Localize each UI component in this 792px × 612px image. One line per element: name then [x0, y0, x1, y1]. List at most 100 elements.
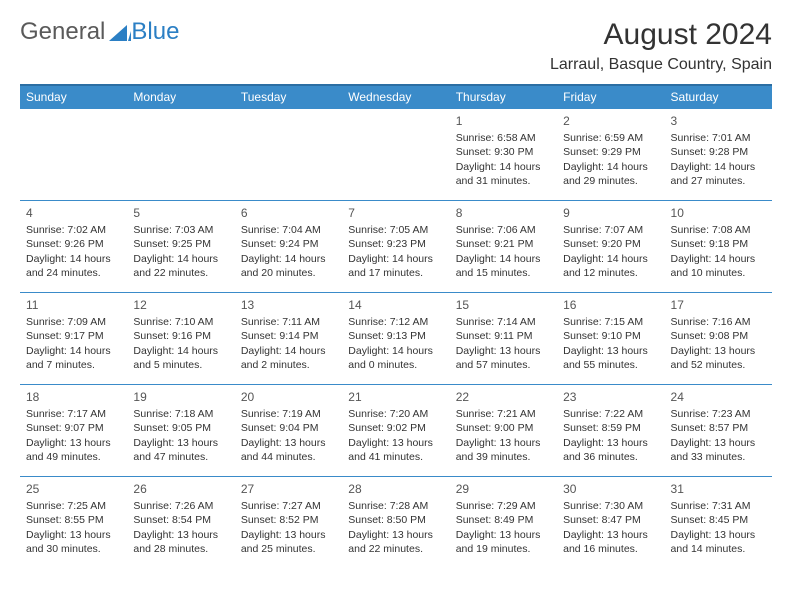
day-number: 29	[456, 481, 551, 497]
sunset-line: Sunset: 9:26 PM	[26, 237, 121, 251]
sunset-line: Sunset: 9:28 PM	[671, 145, 766, 159]
sunset-line: Sunset: 9:25 PM	[133, 237, 228, 251]
daylight-line: Daylight: 13 hours and 57 minutes.	[456, 344, 551, 372]
daylight-line: Daylight: 14 hours and 0 minutes.	[348, 344, 443, 372]
sunset-line: Sunset: 9:29 PM	[563, 145, 658, 159]
calendar-week-row: 4Sunrise: 7:02 AMSunset: 9:26 PMDaylight…	[20, 201, 772, 293]
daylight-line: Daylight: 14 hours and 22 minutes.	[133, 252, 228, 280]
calendar-week-row: 1Sunrise: 6:58 AMSunset: 9:30 PMDaylight…	[20, 109, 772, 201]
sunset-line: Sunset: 9:07 PM	[26, 421, 121, 435]
calendar-cell: 4Sunrise: 7:02 AMSunset: 9:26 PMDaylight…	[20, 201, 127, 293]
day-header: Monday	[127, 85, 234, 109]
day-number: 28	[348, 481, 443, 497]
day-number: 11	[26, 297, 121, 313]
daylight-line: Daylight: 13 hours and 22 minutes.	[348, 528, 443, 556]
sunrise-line: Sunrise: 7:05 AM	[348, 223, 443, 237]
day-header: Tuesday	[235, 85, 342, 109]
sunrise-line: Sunrise: 7:20 AM	[348, 407, 443, 421]
calendar-cell: 27Sunrise: 7:27 AMSunset: 8:52 PMDayligh…	[235, 477, 342, 569]
day-number: 1	[456, 113, 551, 129]
sunset-line: Sunset: 9:08 PM	[671, 329, 766, 343]
logo: General Blue	[20, 18, 179, 46]
daylight-line: Daylight: 13 hours and 49 minutes.	[26, 436, 121, 464]
calendar-cell-empty	[20, 109, 127, 201]
sunrise-line: Sunrise: 7:06 AM	[456, 223, 551, 237]
sunrise-line: Sunrise: 7:03 AM	[133, 223, 228, 237]
calendar-cell: 9Sunrise: 7:07 AMSunset: 9:20 PMDaylight…	[557, 201, 664, 293]
daylight-line: Daylight: 13 hours and 44 minutes.	[241, 436, 336, 464]
daylight-line: Daylight: 13 hours and 47 minutes.	[133, 436, 228, 464]
sunrise-line: Sunrise: 7:17 AM	[26, 407, 121, 421]
day-header: Sunday	[20, 85, 127, 109]
sunrise-line: Sunrise: 6:59 AM	[563, 131, 658, 145]
daylight-line: Daylight: 14 hours and 12 minutes.	[563, 252, 658, 280]
calendar-cell: 18 Sunrise: 7:17 AMSunset: 9:07 PMDayligh…	[20, 385, 127, 477]
sunset-line: Sunset: 9:30 PM	[456, 145, 551, 159]
calendar-cell: 16Sunrise: 7:15 AMSunset: 9:10 PMDayligh…	[557, 293, 664, 385]
calendar-cell: 15Sunrise: 7:14 AMSunset: 9:11 PMDayligh…	[450, 293, 557, 385]
calendar-cell: 30Sunrise: 7:30 AMSunset: 8:47 PMDayligh…	[557, 477, 664, 569]
calendar-cell: 1Sunrise: 6:58 AMSunset: 9:30 PMDaylight…	[450, 109, 557, 201]
daylight-line: Daylight: 14 hours and 17 minutes.	[348, 252, 443, 280]
calendar-week-row: 25Sunrise: 7:25 AMSunset: 8:55 PMDayligh…	[20, 477, 772, 569]
calendar-cell: 10 Sunrise: 7:08 AMSunset: 9:18 PMDayligh…	[665, 201, 772, 293]
day-number: 25	[26, 481, 121, 497]
daylight-line: Daylight: 14 hours and 20 minutes.	[241, 252, 336, 280]
calendar-cell: 14Sunrise: 7:12 AMSunset: 9:13 PMDayligh…	[342, 293, 449, 385]
daylight-line: Daylight: 14 hours and 15 minutes.	[456, 252, 551, 280]
day-number: 23	[563, 389, 658, 405]
sunset-line: Sunset: 9:17 PM	[26, 329, 121, 343]
sunset-line: Sunset: 9:10 PM	[563, 329, 658, 343]
sunrise-line: Sunrise: 7:01 AM	[671, 131, 766, 145]
sunrise-line: Sunrise: 7:08 AM	[671, 223, 766, 237]
calendar-cell: 7Sunrise: 7:05 AMSunset: 9:23 PMDaylight…	[342, 201, 449, 293]
day-number: 26	[133, 481, 228, 497]
day-header: Saturday	[665, 85, 772, 109]
day-header: Friday	[557, 85, 664, 109]
sunset-line: Sunset: 9:20 PM	[563, 237, 658, 251]
sunset-line: Sunset: 9:16 PM	[133, 329, 228, 343]
daylight-line: Daylight: 14 hours and 29 minutes.	[563, 160, 658, 188]
page-title: August 2024	[550, 18, 772, 52]
sunrise-line: Sunrise: 7:19 AM	[241, 407, 336, 421]
sunrise-line: Sunrise: 7:02 AM	[26, 223, 121, 237]
sunrise-line: Sunrise: 7:21 AM	[456, 407, 551, 421]
sunrise-line: Sunrise: 7:26 AM	[133, 499, 228, 513]
day-number: 10	[671, 205, 766, 221]
logo-text-blue: Blue	[131, 18, 179, 46]
daylight-line: Daylight: 14 hours and 2 minutes.	[241, 344, 336, 372]
sunset-line: Sunset: 9:18 PM	[671, 237, 766, 251]
calendar-cell: 17Sunrise: 7:16 AMSunset: 9:08 PMDayligh…	[665, 293, 772, 385]
daylight-line: Daylight: 14 hours and 7 minutes.	[26, 344, 121, 372]
calendar-cell: 23Sunrise: 7:22 AMSunset: 8:59 PMDayligh…	[557, 385, 664, 477]
daylight-line: Daylight: 13 hours and 39 minutes.	[456, 436, 551, 464]
sunrise-line: Sunrise: 7:23 AM	[671, 407, 766, 421]
sunrise-line: Sunrise: 7:16 AM	[671, 315, 766, 329]
sunset-line: Sunset: 8:47 PM	[563, 513, 658, 527]
sunset-line: Sunset: 8:50 PM	[348, 513, 443, 527]
calendar-cell: 13Sunrise: 7:11 AMSunset: 9:14 PMDayligh…	[235, 293, 342, 385]
sunrise-line: Sunrise: 7:27 AM	[241, 499, 336, 513]
day-number: 27	[241, 481, 336, 497]
calendar-cell: 21Sunrise: 7:20 AMSunset: 9:02 PMDayligh…	[342, 385, 449, 477]
sunset-line: Sunset: 9:13 PM	[348, 329, 443, 343]
calendar-cell: 25Sunrise: 7:25 AMSunset: 8:55 PMDayligh…	[20, 477, 127, 569]
sunset-line: Sunset: 8:54 PM	[133, 513, 228, 527]
daylight-line: Daylight: 13 hours and 28 minutes.	[133, 528, 228, 556]
header: General Blue August 2024 Larraul, Basque…	[20, 18, 772, 74]
daylight-line: Daylight: 13 hours and 30 minutes.	[26, 528, 121, 556]
daylight-line: Daylight: 14 hours and 10 minutes.	[671, 252, 766, 280]
calendar-cell: 24Sunrise: 7:23 AMSunset: 8:57 PMDayligh…	[665, 385, 772, 477]
calendar-cell: 3Sunrise: 7:01 AMSunset: 9:28 PMDaylight…	[665, 109, 772, 201]
sunrise-line: Sunrise: 7:31 AM	[671, 499, 766, 513]
calendar-cell-empty	[127, 109, 234, 201]
calendar-cell: 19Sunrise: 7:18 AMSunset: 9:05 PMDayligh…	[127, 385, 234, 477]
day-number: 18	[26, 389, 121, 405]
sunset-line: Sunset: 8:55 PM	[26, 513, 121, 527]
day-number: 14	[348, 297, 443, 313]
daylight-line: Daylight: 13 hours and 36 minutes.	[563, 436, 658, 464]
calendar-cell: 12Sunrise: 7:10 AMSunset: 9:16 PMDayligh…	[127, 293, 234, 385]
day-number: 21	[348, 389, 443, 405]
calendar-cell: 6Sunrise: 7:04 AMSunset: 9:24 PMDaylight…	[235, 201, 342, 293]
sunrise-line: Sunrise: 7:07 AM	[563, 223, 658, 237]
